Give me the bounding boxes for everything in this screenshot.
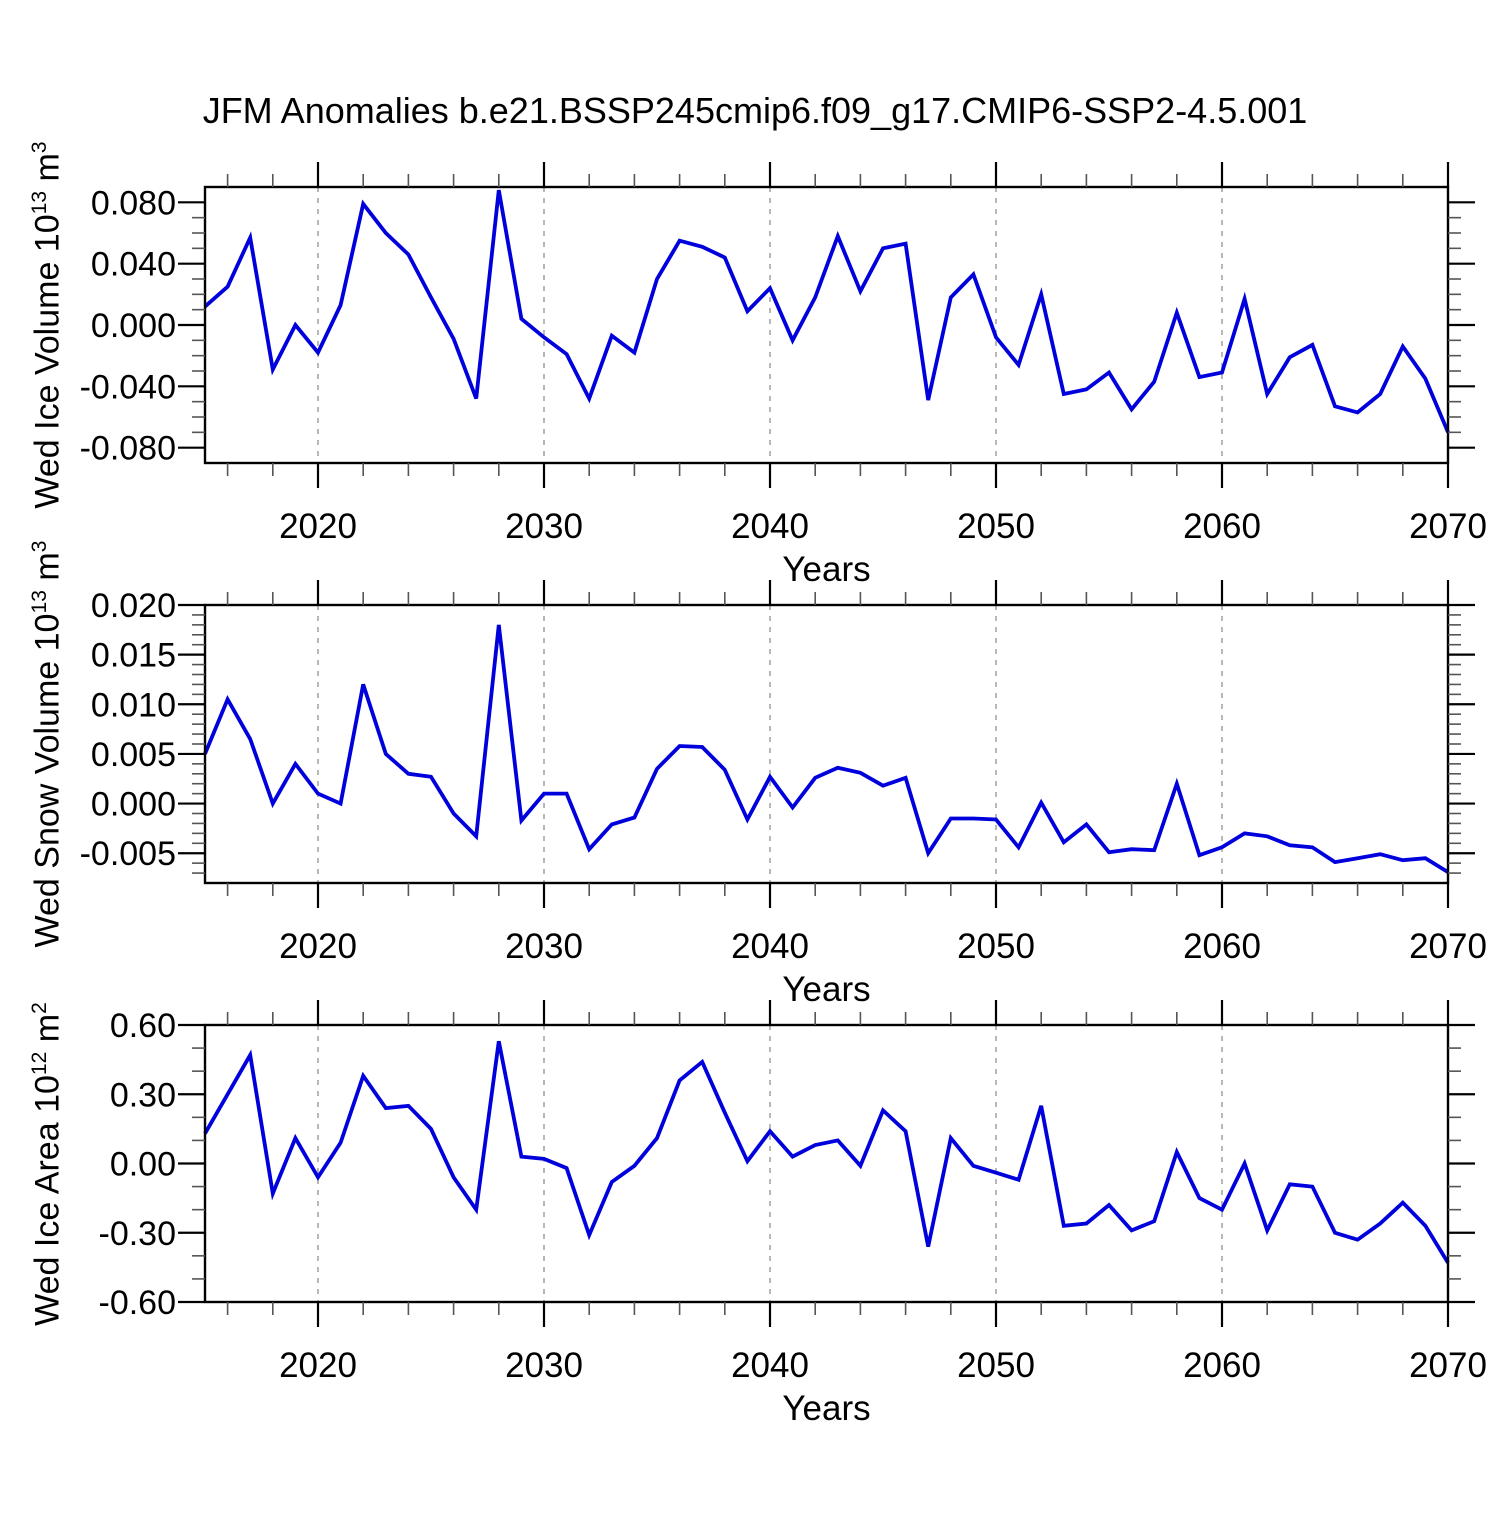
y-tick-label: 0.020 (91, 587, 176, 625)
y-tick-label: 0.30 (110, 1076, 176, 1114)
y-tick-label: 0.00 (110, 1146, 176, 1184)
ylabel-text: m (28, 153, 67, 191)
ylabel-exponent: 2 (28, 1001, 51, 1014)
y-axis-title-ice-area: Wed Ice Area 1012 m2 (16, 814, 67, 1514)
x-tick-label: 2060 (1183, 927, 1261, 966)
x-tick-label: 2030 (505, 927, 583, 966)
ylabel-exponent: 12 (28, 1051, 51, 1075)
y-tick-label: 0.040 (91, 246, 176, 284)
x-tick-label: 2040 (731, 1346, 809, 1385)
x-tick-label: 2040 (731, 507, 809, 546)
x-tick-label: 2050 (957, 927, 1035, 966)
x-tick-label: 2070 (1409, 507, 1487, 546)
x-tick-label: 2030 (505, 507, 583, 546)
x-tick-label: 2050 (957, 1346, 1035, 1385)
axis-frame (203, 185, 1450, 465)
x-tick-label: 2020 (279, 927, 357, 966)
chart-title: JFM Anomalies b.e21.BSSP245cmip6.f09_g17… (202, 90, 1308, 131)
x-axis-title: Years (782, 970, 871, 1009)
ylabel-exponent: 3 (28, 141, 51, 154)
y-tick-label: 0.60 (110, 1007, 176, 1045)
x-tick-label: 2040 (731, 927, 809, 966)
data-line-wed-snow-volume (203, 624, 1449, 874)
y-tick-label: -0.30 (99, 1215, 177, 1253)
x-tick-label: 2060 (1183, 507, 1261, 546)
ylabel-text: m (28, 1013, 67, 1052)
axis-frame (203, 1023, 1450, 1304)
data-line-wed-ice-area (203, 1040, 1450, 1264)
ylabel-exponent: 13 (28, 590, 51, 614)
y-tick-label: -0.005 (80, 835, 176, 873)
data-line-wed-ice-volume (203, 189, 1450, 434)
y-tick-label: 0.000 (91, 786, 176, 824)
panel-wed-snow-volume: 2020 2030 2040 2050 2060 2070 0.020 0.015 0.010 0… (80, 580, 1487, 966)
y-tick-label: 0.005 (91, 736, 176, 774)
y-tick-label: 0.000 (91, 307, 176, 345)
x-tick-label: 2050 (957, 507, 1035, 546)
x-tick-label: 2030 (505, 1346, 583, 1385)
x-tick-label: 2020 (279, 507, 357, 546)
y-tick-label: 0.080 (91, 184, 176, 222)
x-tick-label: 2020 (279, 1346, 357, 1385)
y-tick-label: 0.015 (91, 637, 176, 675)
ylabel-exponent: 3 (28, 540, 51, 553)
panel-wed-ice-volume: 2020 2030 2040 2050 2060 2070 0.080 0.040 0.000 -… (80, 162, 1487, 546)
x-tick-label: 2060 (1183, 1346, 1261, 1385)
x-axis-title: Years (782, 1389, 871, 1428)
panel-wed-ice-area: 2020 2030 2040 2050 2060 2070 0.60 0.30 0.00 -0.3… (99, 1000, 1487, 1385)
ylabel-exponent: 13 (28, 190, 51, 215)
y-tick-label: -0.040 (80, 368, 176, 406)
x-tick-label: 2070 (1409, 927, 1487, 966)
ylabel-text: Wed Ice Area 10 (28, 1074, 67, 1326)
x-tick-label: 2070 (1409, 1346, 1487, 1385)
x-axis-title: Years (782, 550, 871, 589)
ylabel-text: m (28, 552, 67, 591)
axis-frame (203, 603, 1450, 885)
y-tick-label: 0.010 (91, 686, 176, 724)
y-tick-label: -0.080 (80, 430, 176, 468)
y-tick-label: -0.60 (99, 1284, 177, 1322)
